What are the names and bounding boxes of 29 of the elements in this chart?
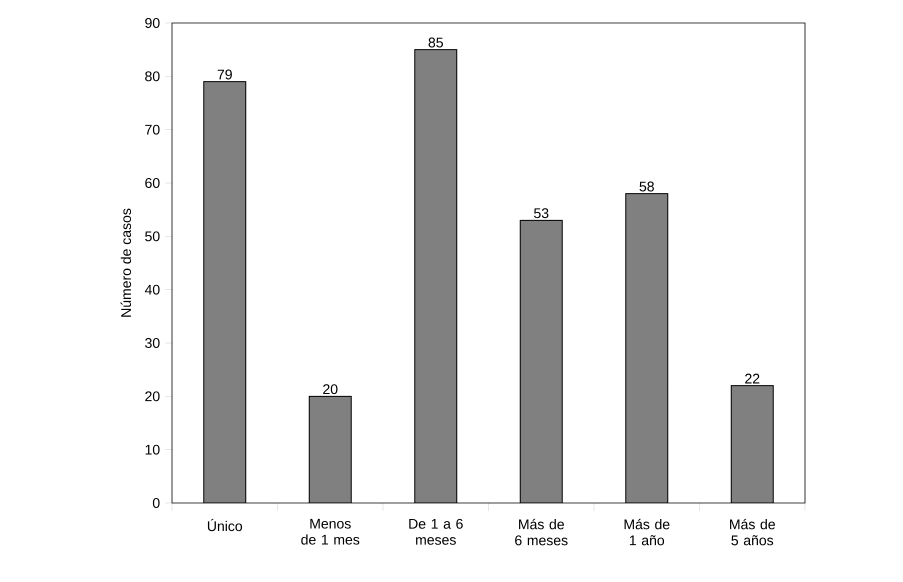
x-tick-label: Más de 5 años bbox=[730, 518, 775, 546]
bar bbox=[730, 385, 774, 503]
data-label: 79 bbox=[218, 70, 232, 80]
data-label: 58 bbox=[640, 182, 654, 192]
data-label: 22 bbox=[745, 374, 760, 384]
data-label: 53 bbox=[534, 208, 548, 218]
y-axis-title: Número de casos bbox=[120, 208, 132, 317]
y-tick-label: 60 bbox=[145, 178, 160, 188]
bar bbox=[308, 396, 352, 503]
bar bbox=[520, 220, 563, 503]
bar bbox=[625, 193, 668, 503]
x-tick-label: Menos de 1 mes bbox=[301, 518, 360, 545]
bar bbox=[414, 49, 458, 503]
x-tick-label: De 1 a 6 meses bbox=[409, 518, 463, 545]
data-label: 85 bbox=[428, 38, 443, 48]
data-label: 20 bbox=[323, 384, 338, 394]
x-tick-label: Único bbox=[208, 518, 242, 532]
y-tick-label: 70 bbox=[145, 124, 160, 135]
y-tick-label: 0 bbox=[152, 498, 160, 508]
x-tick-label: Más de 1 año bbox=[624, 518, 670, 546]
y-tick-label: 50 bbox=[145, 231, 160, 242]
y-tick-label: 20 bbox=[145, 391, 160, 402]
y-tick-label: 90 bbox=[145, 18, 160, 28]
y-tick-label: 40 bbox=[144, 284, 160, 295]
y-tick-label: 80 bbox=[145, 71, 160, 82]
bar bbox=[203, 81, 246, 503]
x-tick-label: Más de 6 meses bbox=[515, 518, 568, 546]
y-tick-label: 30 bbox=[145, 338, 160, 348]
y-tick-label: 10 bbox=[146, 444, 160, 455]
